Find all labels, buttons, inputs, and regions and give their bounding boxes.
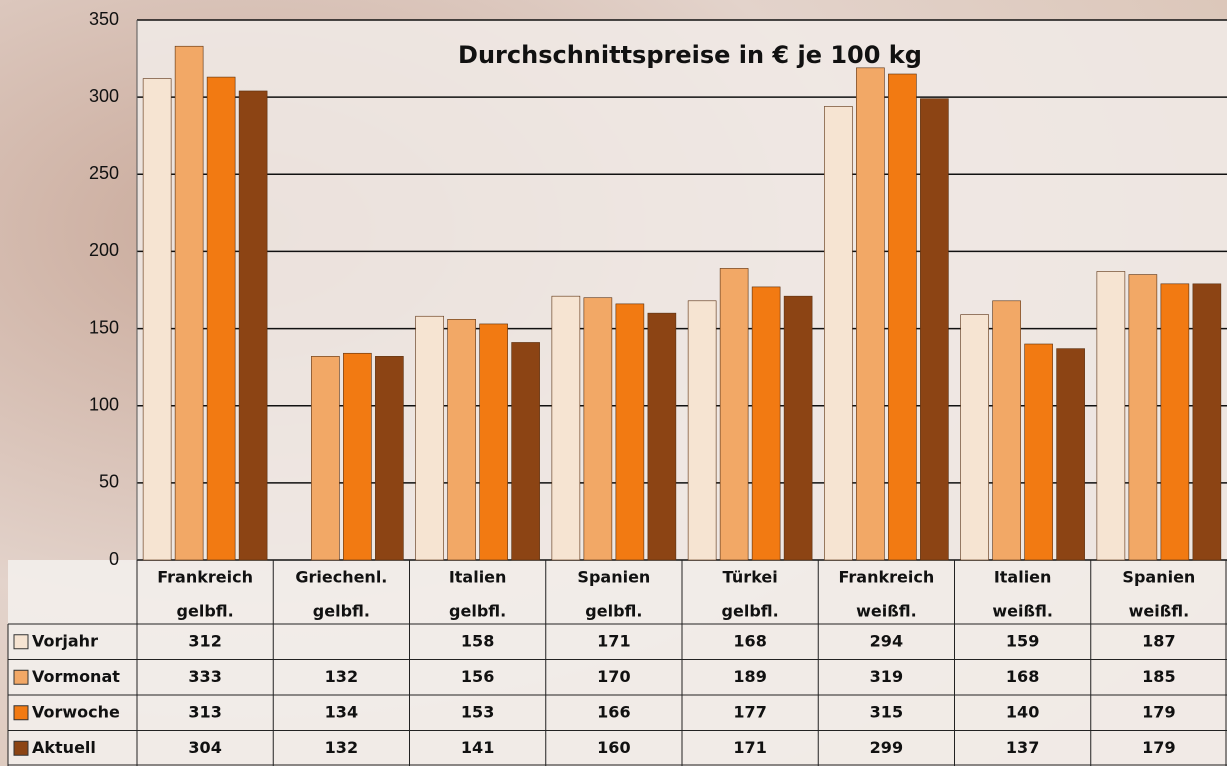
- table-cell: 313: [188, 702, 221, 721]
- x-tick-label: gelbfl.: [177, 602, 234, 621]
- table-cell: 168: [1006, 667, 1039, 686]
- table-cell: 137: [1006, 738, 1039, 757]
- table-cell: 189: [733, 667, 766, 686]
- x-tick-label: gelbfl.: [585, 602, 642, 621]
- legend-swatch: [13, 705, 29, 721]
- table-cell: 166: [597, 702, 630, 721]
- bar: [551, 295, 581, 561]
- table-cell: 187: [1142, 631, 1175, 650]
- bar: [647, 312, 677, 561]
- bar: [174, 45, 204, 561]
- legend-label: Vorwoche: [32, 702, 120, 721]
- y-tick-label: 50: [99, 472, 119, 492]
- y-tick-label: 100: [89, 394, 119, 414]
- table-cell: 132: [325, 667, 358, 686]
- table-cell: 312: [188, 631, 221, 650]
- bar: [1096, 271, 1126, 561]
- bar: [375, 356, 404, 561]
- table-cell: 299: [870, 738, 903, 757]
- y-tick-label: 300: [89, 86, 119, 106]
- table-cell: 185: [1142, 667, 1175, 686]
- bar: [783, 295, 813, 561]
- bar: [479, 323, 508, 561]
- table-cell: 140: [1006, 702, 1039, 721]
- legend-label: Vorjahr: [32, 631, 98, 650]
- legend-label: Aktuell: [32, 738, 96, 757]
- bar: [511, 342, 540, 561]
- bar: [343, 352, 372, 561]
- x-tick-label: weißfl.: [856, 602, 917, 621]
- x-tick-label: Spanien: [577, 568, 650, 587]
- bar: [719, 268, 749, 561]
- table-cell: 170: [597, 667, 630, 686]
- bar: [992, 300, 1021, 561]
- x-tick-label: Italien: [449, 568, 507, 587]
- x-tick-label: gelbfl.: [449, 602, 506, 621]
- bar: [142, 78, 172, 561]
- legend-swatch: [13, 740, 29, 756]
- y-tick-label: 150: [89, 317, 119, 337]
- x-tick-label: weißfl.: [992, 602, 1053, 621]
- table-cell: 160: [597, 738, 630, 757]
- table-cell: 132: [325, 738, 358, 757]
- x-tick-label: Türkei: [723, 568, 778, 587]
- y-tick-label: 250: [89, 163, 119, 183]
- table-cell: 159: [1006, 631, 1039, 650]
- table-cell: 158: [461, 631, 494, 650]
- y-tick-label: 0: [109, 549, 119, 569]
- bar: [751, 286, 781, 561]
- table-area: [8, 560, 1227, 766]
- table-cell: 156: [461, 667, 494, 686]
- x-tick-label: gelbfl.: [313, 602, 370, 621]
- legend-swatch: [13, 634, 29, 650]
- table-cell: 177: [733, 702, 766, 721]
- table-cell: 304: [188, 738, 221, 757]
- y-tick-label: 350: [89, 9, 119, 29]
- bar: [920, 98, 949, 561]
- table-cell: 171: [597, 631, 630, 650]
- table-cell: 179: [1142, 702, 1175, 721]
- table-cell: 153: [461, 702, 494, 721]
- table-cell: 179: [1142, 738, 1175, 757]
- bar: [856, 67, 885, 561]
- x-tick-label: Frankreich: [157, 568, 253, 587]
- legend-label: Vormonat: [32, 667, 120, 686]
- bar: [238, 90, 268, 561]
- bar: [206, 76, 236, 561]
- bar: [1192, 283, 1222, 561]
- table-cell: 315: [870, 702, 903, 721]
- y-tick-label: 200: [89, 240, 119, 260]
- bar: [888, 73, 917, 561]
- table-cell: 294: [870, 631, 903, 650]
- x-tick-label: Frankreich: [839, 568, 935, 587]
- bar: [1160, 283, 1190, 561]
- bar: [615, 303, 645, 561]
- x-tick-label: weißfl.: [1129, 602, 1190, 621]
- bar: [311, 356, 340, 561]
- x-tick-label: Griechenl.: [295, 568, 387, 587]
- bar: [1056, 348, 1085, 561]
- bar: [1128, 274, 1158, 561]
- bar: [447, 319, 476, 561]
- x-tick-label: Spanien: [1122, 568, 1195, 587]
- bar: [960, 314, 989, 561]
- table-cell: 171: [733, 738, 766, 757]
- table-cell: 141: [461, 738, 494, 757]
- table-cell: 333: [188, 667, 221, 686]
- table-cell: 134: [325, 702, 358, 721]
- bar: [1024, 343, 1053, 561]
- bar: [687, 300, 717, 561]
- x-tick-label: Italien: [994, 568, 1052, 587]
- bar: [824, 106, 853, 561]
- bar: [415, 315, 444, 561]
- legend-swatch: [13, 669, 29, 685]
- chart-title: Durchschnittspreise in € je 100 kg: [458, 41, 922, 69]
- x-tick-label: gelbfl.: [722, 602, 779, 621]
- table-cell: 319: [870, 667, 903, 686]
- table-cell: 168: [733, 631, 766, 650]
- bar: [583, 297, 613, 561]
